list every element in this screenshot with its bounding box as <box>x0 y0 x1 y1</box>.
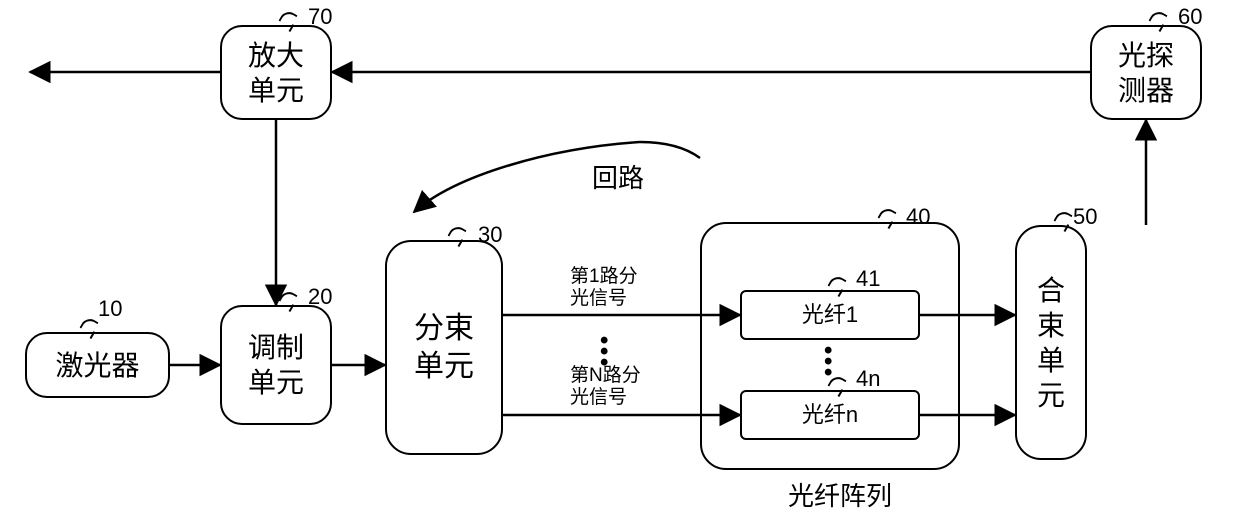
fiber1-block: 光纤1 <box>740 290 920 340</box>
amplifier-block: 放大 单元 <box>220 25 332 120</box>
modulator-number: 20 <box>308 284 332 310</box>
fibern-text: 光纤n <box>802 401 858 429</box>
ellipsis-icon: ••• <box>600 336 609 368</box>
laser-number: 10 <box>98 296 122 322</box>
fiber-array-label: 光纤阵列 <box>788 476 892 513</box>
splitter-text: 分束 单元 <box>414 310 474 385</box>
detector-block: 光探 测器 <box>1090 25 1202 120</box>
amplifier-text: 放大 单元 <box>248 38 304 108</box>
detector-number: 60 <box>1178 4 1202 30</box>
loop-label: 回路 <box>592 158 644 195</box>
combiner-block: 合 束 单 元 <box>1015 225 1087 460</box>
fibern-block: 光纤n <box>740 390 920 440</box>
modulator-block: 调制 单元 <box>220 305 332 425</box>
detector-text: 光探 测器 <box>1118 38 1174 108</box>
laser-text: 激光器 <box>55 348 139 383</box>
combiner-number: 50 <box>1073 204 1097 230</box>
fibern-number: 4n <box>856 366 880 392</box>
modulator-text: 调制 单元 <box>248 330 304 400</box>
loop-arrow-right <box>640 142 700 158</box>
splitter-number: 30 <box>478 222 502 248</box>
splitter-block: 分束 单元 <box>385 240 503 455</box>
split-signal-1-label: 第1路分 光信号 <box>570 266 638 310</box>
fiber1-text: 光纤1 <box>802 301 858 329</box>
combiner-text: 合 束 单 元 <box>1037 273 1065 413</box>
amplifier-number: 70 <box>308 4 332 30</box>
fiber1-number: 41 <box>856 266 880 292</box>
ellipsis-icon: ••• <box>824 346 833 378</box>
laser-block: 激光器 <box>25 332 170 398</box>
fiber-array-number: 40 <box>906 204 930 230</box>
